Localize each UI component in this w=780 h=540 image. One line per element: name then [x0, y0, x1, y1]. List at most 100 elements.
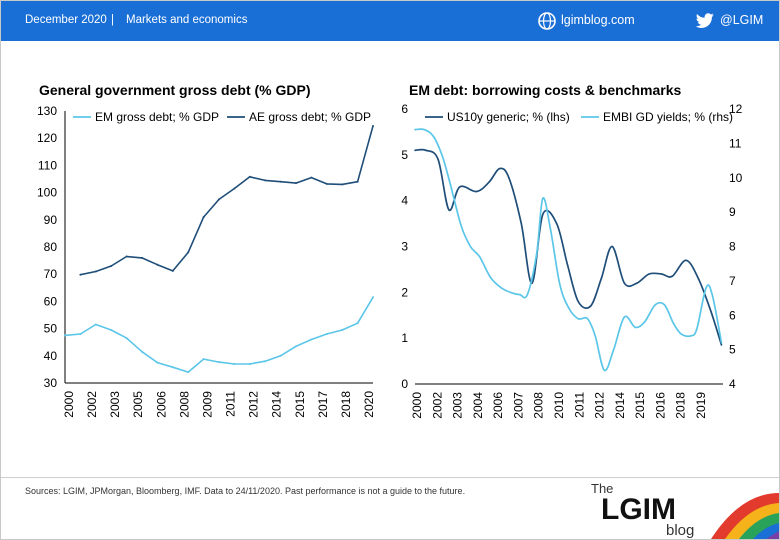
twitter-bird-icon[interactable] [695, 13, 715, 29]
chart1-title: General government gross debt (% GDP) [39, 82, 311, 98]
chart2-data-point [577, 317, 579, 320]
chart1-ytick-label: 110 [38, 158, 57, 172]
chart1-data-point [356, 180, 359, 183]
chart1-xtick-label: 2014 [270, 391, 284, 418]
chart2-xtick-label: 2010 [552, 392, 566, 419]
chart1-data-point [372, 125, 374, 127]
chart2-data-point [654, 304, 656, 306]
chart1-xtick-label: 2017 [316, 391, 330, 418]
chart2-data-point [648, 273, 650, 275]
chart1-data-point [171, 366, 174, 369]
chart1-xtick-label: 2008 [177, 391, 191, 418]
chart2-data-point [498, 167, 501, 170]
chart2-data-point [636, 282, 638, 285]
chart2-data-point [555, 222, 558, 225]
chart2-xtick-label: 2002 [430, 392, 444, 419]
footer-divider [1, 477, 779, 478]
chart2-ytick-left-label: 1 [401, 331, 408, 345]
chart1-data-point [110, 329, 113, 331]
chart1-data-point [310, 338, 313, 341]
header-bar: December 2020 | Markets and economics lg… [1, 1, 779, 41]
chart2-xtick-label: 2007 [511, 392, 525, 419]
chart2-data-point [441, 156, 444, 158]
chart1-ytick-label: 80 [44, 240, 58, 254]
chart2-xtick-label: 2014 [613, 392, 627, 419]
chart1-xtick-label: 2005 [131, 391, 145, 418]
chart2-ytick-right-label: 4 [729, 377, 736, 391]
chart1-data-point [171, 269, 174, 272]
chart1-data-point [218, 361, 220, 364]
chart2-data-point [671, 275, 673, 278]
chart2-data-point [643, 321, 646, 323]
chart2-data-point [520, 222, 523, 225]
chart2-ytick-right-label: 6 [729, 308, 736, 322]
chart2-data-point [448, 209, 450, 211]
chart2-ytick-left-label: 6 [401, 102, 408, 116]
chart1-data-point [264, 360, 267, 363]
chart2-data-point [508, 177, 510, 179]
chart2-ytick-right-label: 9 [729, 205, 736, 219]
chart1-data-point [325, 333, 328, 335]
twitter-handle[interactable]: @LGIM [720, 13, 764, 27]
chart2-data-point [689, 335, 692, 337]
globe-icon[interactable] [538, 12, 556, 30]
chart1-data-point [248, 175, 251, 178]
chart2-legend-label: EMBI GD yields; % (rhs) [603, 110, 733, 124]
chart2-data-point [437, 158, 439, 161]
umbrella-icon [711, 493, 779, 539]
chart2-data-point [685, 259, 687, 262]
chart2-data-point [711, 293, 713, 296]
chart2-data-point [500, 287, 503, 289]
chart2-xtick-label: 2004 [471, 392, 485, 419]
chart1-data-point [341, 329, 344, 331]
chart2-data-point [660, 273, 663, 275]
chart2-ytick-right-label: 8 [729, 240, 736, 254]
chart2-data-point [709, 309, 712, 312]
chart1-data-point [233, 363, 236, 365]
chart2-data-point [526, 293, 529, 296]
chart2-data-point [697, 277, 700, 280]
chart1-data-point [187, 251, 190, 254]
chart2-data-point [425, 149, 427, 152]
chart1-ytick-label: 50 [44, 322, 58, 336]
chart2-data-point [542, 213, 544, 216]
chart2-data-point [414, 149, 416, 152]
chart2-data-point [475, 190, 478, 193]
chart1-data-point [94, 270, 97, 273]
chart1-series-line [80, 125, 374, 276]
chart1-xtick-label: 2006 [154, 391, 168, 418]
chart2-data-point [634, 326, 636, 329]
chart2-data-point [594, 335, 596, 337]
chart2-data-point [611, 245, 613, 248]
chart2-data-point [511, 292, 513, 294]
chart2-data-point [672, 323, 675, 325]
chart1-data-point [187, 371, 190, 374]
chart2-xtick-label: 2019 [694, 392, 708, 419]
chart2-data-point [559, 283, 561, 286]
lgim-blog-logo[interactable]: The LGIM blog [591, 479, 779, 539]
chart2-ytick-left-label: 5 [401, 148, 408, 162]
site-link[interactable]: lgimblog.com [561, 13, 635, 27]
chart2-legend-label: US10y generic; % (lhs) [447, 110, 570, 124]
chart2-data-point [423, 128, 426, 131]
chart2-xtick-label: 2016 [653, 392, 667, 419]
chart2-xtick-label: 2011 [572, 392, 586, 418]
chart2-data-point [535, 252, 538, 255]
chart1-ytick-label: 30 [44, 376, 58, 390]
chart2-data-point [568, 307, 570, 310]
chart2-xtick-label: 2003 [451, 392, 465, 419]
source-note: Sources: LGIM, JPMorgan, Bloomberg, IMF.… [25, 486, 466, 496]
chart2-data-point [577, 300, 579, 303]
chart1-xtick-label: 2011 [224, 391, 238, 417]
chart2-data-point [586, 317, 589, 320]
chart1-data-point [125, 255, 128, 258]
chart1-data-point [110, 265, 113, 267]
chart2-ytick-left-label: 3 [401, 240, 408, 254]
chart1-data-point [233, 187, 236, 190]
chart1-data-point [218, 198, 220, 201]
chart1-xtick-label: 2003 [108, 391, 122, 418]
chart2-data-point [478, 256, 481, 258]
chart2-data-point [489, 276, 492, 279]
chart1-data-point [341, 183, 344, 186]
